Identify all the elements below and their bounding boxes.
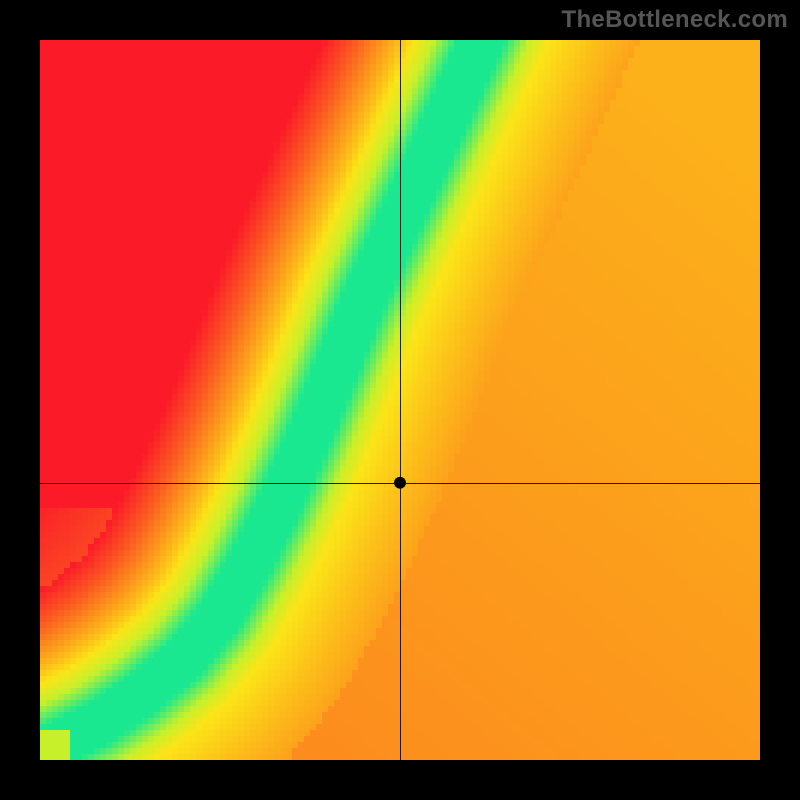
chart-container: TheBottleneck.com [0,0,800,800]
bottleneck-heatmap [40,40,760,760]
attribution-text: TheBottleneck.com [562,6,788,34]
